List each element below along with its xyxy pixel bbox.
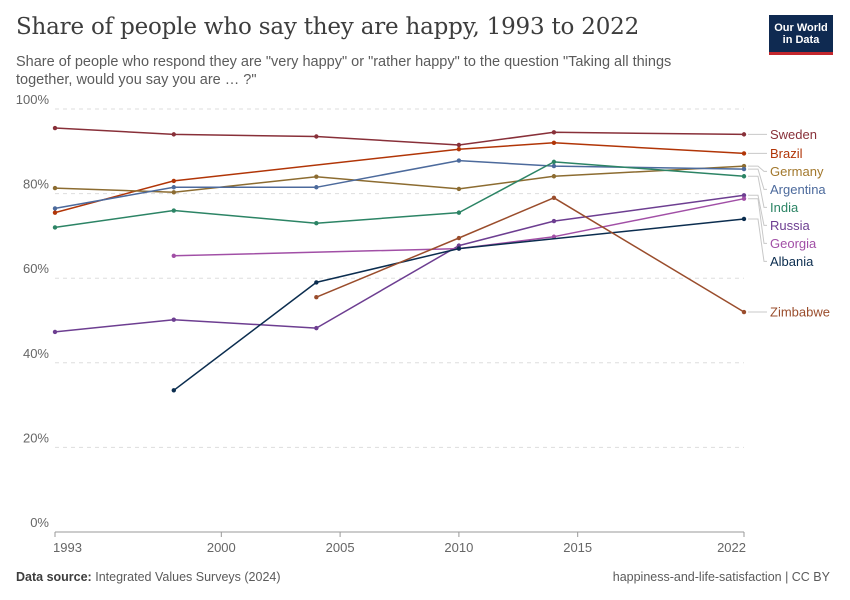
data-point-germany[interactable] [456, 186, 462, 192]
series-line-india[interactable] [54, 161, 745, 229]
grid-lines [55, 108, 744, 533]
series-line-argentina[interactable] [54, 159, 745, 210]
data-point-india[interactable] [171, 208, 176, 213]
x-axis: 1993 2000 2005 2010 2015 2022 [53, 532, 746, 555]
data-point-argentina[interactable] [551, 163, 557, 169]
data-point-india[interactable] [52, 225, 58, 230]
data-point-india[interactable] [741, 174, 747, 179]
data-point-russia[interactable] [741, 193, 747, 198]
label-connector [748, 194, 767, 226]
y-tick-label: 20% [23, 430, 49, 445]
series-labels: Sweden Brazil Germany Argentina India Russia G… [748, 127, 830, 320]
data-point-albania[interactable] [741, 216, 747, 222]
data-point-brazil[interactable] [52, 210, 58, 215]
data-source-value: Integrated Values Surveys (2024) [95, 570, 281, 584]
data-point-germany[interactable] [551, 174, 557, 179]
x-tick-label: 2015 [563, 540, 592, 555]
series-line-brazil[interactable] [54, 142, 745, 214]
data-point-sweden[interactable] [314, 134, 319, 139]
series-line-albania[interactable] [173, 218, 745, 391]
y-tick-label: 80% [23, 177, 49, 192]
x-tick-label: 2022 [717, 540, 746, 555]
label-connector [748, 168, 767, 190]
data-point-argentina[interactable] [171, 185, 176, 190]
data-point-sweden[interactable] [551, 130, 557, 135]
series-lines [52, 125, 747, 393]
data-point-russia[interactable] [314, 325, 319, 331]
owid-logo[interactable]: Our World in Data [769, 15, 833, 55]
label-connector [748, 165, 767, 172]
x-tick-label: 1993 [53, 540, 82, 555]
data-source: Data source: Integrated Values Surveys (… [16, 570, 281, 584]
data-point-sweden[interactable] [171, 132, 176, 137]
series-label-georgia[interactable]: Georgia [770, 236, 817, 251]
series-label-russia[interactable]: Russia [770, 218, 811, 233]
data-point-germany[interactable] [52, 185, 58, 191]
series-line-georgia[interactable] [173, 197, 745, 257]
data-point-georgia[interactable] [741, 196, 747, 201]
series-line-germany[interactable] [54, 165, 745, 194]
data-point-russia[interactable] [52, 329, 58, 335]
logo-line-1: Our World [774, 21, 828, 34]
x-tick-label: 2010 [444, 540, 473, 555]
data-point-georgia[interactable] [551, 234, 557, 239]
series-line-russia[interactable] [54, 194, 745, 333]
data-point-georgia[interactable] [171, 253, 176, 258]
data-point-zimbabwe[interactable] [551, 195, 557, 201]
data-point-brazil[interactable] [171, 178, 176, 184]
x-tick-label: 2005 [326, 540, 355, 555]
label-connector [748, 218, 767, 262]
data-point-russia[interactable] [551, 218, 557, 224]
data-point-argentina[interactable] [52, 206, 58, 211]
data-point-sweden[interactable] [741, 132, 747, 137]
data-point-argentina[interactable] [314, 185, 319, 190]
data-point-germany[interactable] [314, 174, 319, 179]
series-line-sweden[interactable] [54, 127, 745, 146]
data-point-brazil[interactable] [551, 140, 557, 146]
logo-line-2: in Data [782, 33, 820, 46]
y-axis: 0% 20% 40% 60% 80% 100% [16, 92, 50, 530]
data-point-albania[interactable] [456, 246, 462, 251]
data-point-albania[interactable] [314, 280, 319, 285]
data-point-zimbabwe[interactable] [314, 295, 319, 300]
data-point-zimbabwe[interactable] [741, 309, 747, 315]
data-point-argentina[interactable] [741, 166, 747, 172]
y-tick-label: 0% [30, 515, 49, 530]
chart-subtitle: Share of people who respond they are "ve… [16, 54, 672, 88]
series-label-india[interactable]: India [770, 200, 799, 215]
label-connector [748, 175, 767, 208]
data-source-label: Data source: [16, 570, 92, 584]
y-tick-label: 60% [23, 261, 49, 276]
data-point-argentina[interactable] [456, 158, 462, 163]
chart-title: Share of people who say they are happy, … [16, 14, 640, 40]
data-point-albania[interactable] [171, 388, 176, 393]
data-point-germany[interactable] [171, 190, 176, 195]
y-tick-label: 100% [16, 92, 50, 107]
data-point-brazil[interactable] [456, 146, 462, 152]
footer-credit[interactable]: happiness-and-life-satisfaction | CC BY [612, 570, 830, 584]
label-connector [748, 198, 767, 244]
series-label-albania[interactable]: Albania [770, 254, 814, 269]
series-label-germany[interactable]: Germany [770, 164, 824, 179]
series-label-zimbabwe[interactable]: Zimbabwe [770, 305, 830, 320]
data-point-russia[interactable] [171, 317, 176, 322]
y-tick-label: 40% [23, 346, 49, 361]
series-line-zimbabwe[interactable] [316, 197, 745, 313]
data-point-sweden[interactable] [52, 125, 58, 131]
data-point-brazil[interactable] [741, 151, 747, 156]
x-tick-label: 2000 [207, 540, 236, 555]
series-label-sweden[interactable]: Sweden [770, 127, 817, 142]
data-point-zimbabwe[interactable] [456, 235, 462, 241]
series-label-argentina[interactable]: Argentina [770, 182, 826, 197]
data-point-india[interactable] [456, 210, 462, 215]
series-label-brazil[interactable]: Brazil [770, 146, 803, 161]
data-point-sweden[interactable] [456, 142, 462, 148]
data-point-india[interactable] [314, 221, 319, 226]
data-point-india[interactable] [551, 159, 557, 165]
